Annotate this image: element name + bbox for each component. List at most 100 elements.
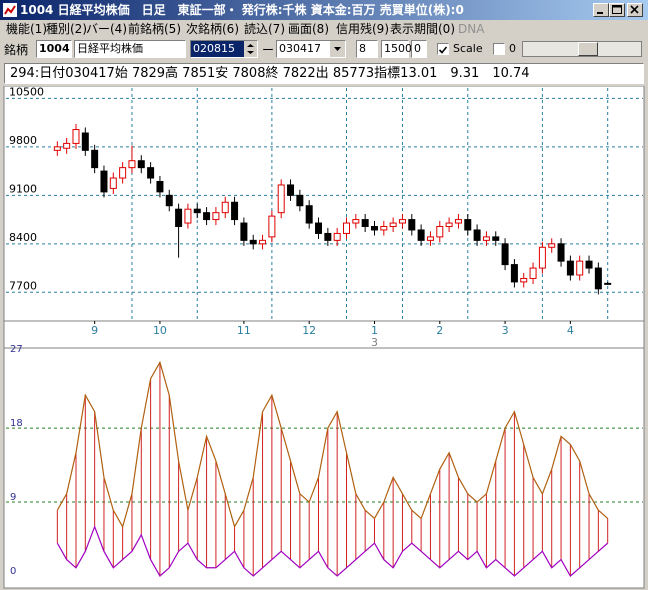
maximize-button[interactable] xyxy=(609,3,625,17)
candle-body xyxy=(557,243,565,262)
menu-item[interactable]: 種別(2) xyxy=(46,22,87,36)
candle-body xyxy=(361,219,369,228)
x-tick-label: 2 xyxy=(436,324,443,337)
candle-body xyxy=(81,132,89,151)
menu-item[interactable]: 信用残(9) xyxy=(336,22,389,36)
candle-body xyxy=(128,160,136,169)
menu-item[interactable]: 表示期間(0) xyxy=(390,22,455,36)
candle-body xyxy=(576,260,584,276)
candle-body xyxy=(268,215,276,238)
x-tick-label: 11 xyxy=(237,324,251,337)
x-tick-label: 3 xyxy=(502,324,509,337)
menu-item[interactable]: 機能(1) xyxy=(6,22,47,36)
candle-body xyxy=(352,219,360,224)
combo-arrow[interactable] xyxy=(330,41,345,57)
y-tick-label: 9800 xyxy=(9,134,37,147)
name-field[interactable]: 日経平均株価 xyxy=(74,40,186,58)
y-tick-label: 9100 xyxy=(9,182,37,195)
title-bar: 1004 日経平均株価 日足 東証一部・ 発行株:千株 資本金:百万 売買単位(… xyxy=(0,0,648,20)
menu-item[interactable]: 前銘柄(5) xyxy=(128,22,181,36)
y-tick-label: 7700 xyxy=(9,279,37,292)
menu-item[interactable]: 次銘柄(6) xyxy=(186,22,239,36)
candle-body xyxy=(53,146,61,151)
candle-body xyxy=(585,260,593,269)
app-icon xyxy=(3,3,17,17)
candle-body xyxy=(147,167,155,179)
candle-body xyxy=(454,219,462,224)
candle-body xyxy=(315,222,323,234)
window-title: 1004 日経平均株価 日足 東証一部・ 発行株:千株 資本金:百万 売買単位(… xyxy=(20,3,464,17)
candle-body xyxy=(370,226,378,231)
candle-body xyxy=(538,246,546,269)
candle-body xyxy=(203,212,211,221)
candle-body xyxy=(305,205,313,224)
field-a[interactable]: 8 xyxy=(356,40,378,58)
candle-body xyxy=(343,222,350,234)
spinner[interactable] xyxy=(244,41,257,57)
candle-body xyxy=(548,243,556,248)
close-button[interactable] xyxy=(627,3,643,17)
y-tick-label: 18 xyxy=(10,418,23,429)
band-line xyxy=(56,360,609,529)
candle-body xyxy=(240,222,248,241)
minimize-button[interactable] xyxy=(593,3,609,17)
candle-body xyxy=(398,219,406,224)
scale-label: Scale xyxy=(453,42,483,55)
y-tick-label: 0 xyxy=(10,566,16,577)
candle-body xyxy=(184,208,192,224)
to-date-combo[interactable]: 030417 xyxy=(276,40,346,58)
info-line: 294:日付030417始 7829高 7851安 7808終 7822出 85… xyxy=(4,63,644,84)
candle-body xyxy=(259,239,267,245)
x-tick-label: 1 xyxy=(371,324,378,337)
y-tick-label: 10500 xyxy=(9,86,44,98)
menu-item[interactable]: DNA xyxy=(458,22,485,36)
candle-body xyxy=(436,226,444,238)
candle-body xyxy=(221,201,229,214)
candle-body xyxy=(501,243,509,266)
code-field[interactable]: 1004 xyxy=(36,40,72,58)
candle-body xyxy=(63,142,71,149)
candle-body xyxy=(287,184,295,196)
code-label: 銘柄 xyxy=(4,43,29,57)
candle-body xyxy=(333,232,341,241)
candle-body xyxy=(380,226,388,231)
field-d: 0 xyxy=(509,42,516,55)
candle-body xyxy=(464,219,472,231)
candle-body xyxy=(389,222,397,228)
menu-item[interactable]: 画面(8) xyxy=(288,22,329,36)
x-tick-label: 12 xyxy=(302,324,316,337)
field-c[interactable]: 0 xyxy=(411,40,427,58)
candle-body xyxy=(156,180,164,193)
scale-checkbox[interactable] xyxy=(437,43,449,55)
x-tick-label: 9 xyxy=(91,324,98,337)
x-tick-label: 10 xyxy=(153,324,167,337)
candle-body xyxy=(510,264,518,283)
candle-body xyxy=(566,260,574,276)
y-tick-label: 8400 xyxy=(9,231,37,244)
candle-body xyxy=(529,267,537,279)
candle-body xyxy=(445,222,453,228)
menu-item[interactable]: バー(4) xyxy=(86,22,127,36)
candle-body xyxy=(231,201,239,221)
candle-body xyxy=(408,219,416,231)
menu-item[interactable]: 読込(7) xyxy=(244,22,285,36)
from-date-field[interactable]: 020815 xyxy=(190,40,258,58)
candle-body xyxy=(417,229,425,241)
candle-body xyxy=(492,236,500,241)
candle-body xyxy=(91,149,99,169)
field-b[interactable]: 1500 xyxy=(381,40,412,58)
candle-body xyxy=(426,236,434,241)
range-separator: ー xyxy=(262,43,275,57)
candle-body xyxy=(482,236,490,241)
candle-body xyxy=(296,194,304,207)
candle-body xyxy=(119,167,127,179)
checkbox[interactable] xyxy=(493,43,505,55)
x-tick-label: 4 xyxy=(567,324,574,337)
candle-body xyxy=(212,212,220,221)
candle-body xyxy=(520,277,528,283)
candle-body xyxy=(594,267,602,290)
candle-body xyxy=(137,160,145,169)
slider[interactable] xyxy=(522,41,642,57)
band-line xyxy=(56,524,609,577)
